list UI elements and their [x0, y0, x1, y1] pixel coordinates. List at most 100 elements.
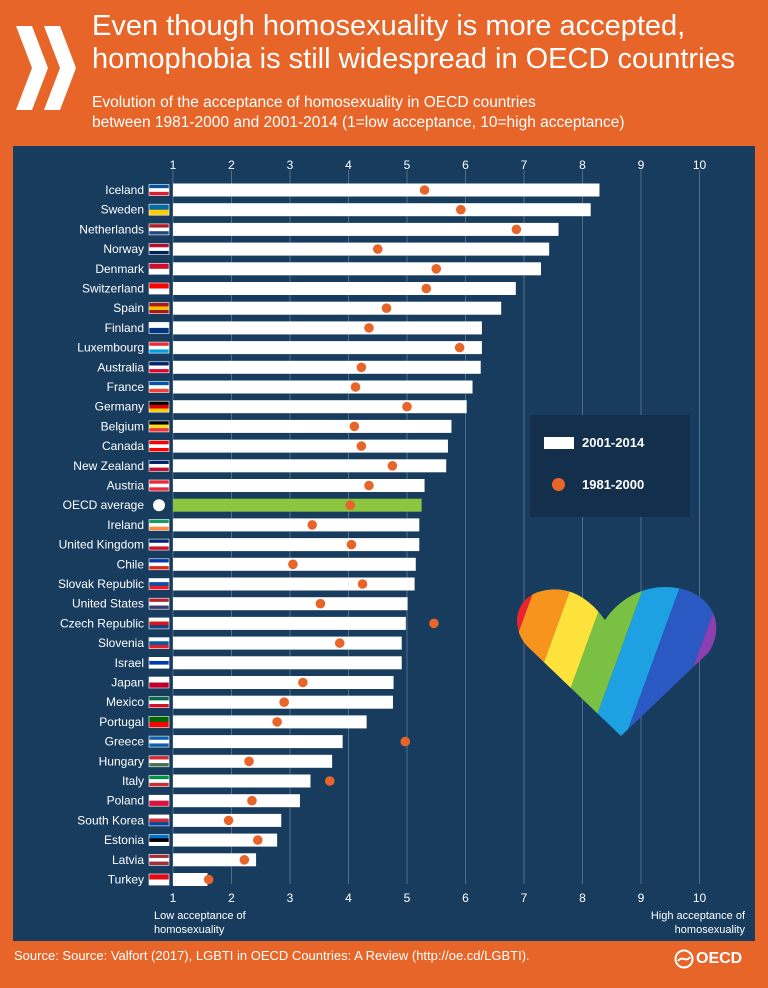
- country-label: Spain: [113, 301, 144, 315]
- flag-icon: [148, 656, 170, 669]
- top-tick-label: 5: [404, 158, 411, 172]
- dot-4: [431, 264, 442, 274]
- bottom-tick-label: 7: [521, 891, 528, 905]
- flag-icon: [148, 814, 170, 827]
- flag-icon: [148, 735, 170, 748]
- bar-27: [173, 715, 367, 729]
- flag-icon: [148, 341, 170, 354]
- flag-icon: [148, 578, 170, 590]
- flag-icon: [148, 755, 170, 768]
- bar-30: [173, 774, 311, 788]
- flag-icon: [148, 223, 170, 236]
- bar-16: [173, 498, 422, 512]
- bar-17: [173, 518, 420, 532]
- dot-33: [253, 835, 263, 845]
- country-flags: [148, 184, 170, 886]
- dot-12: [349, 421, 360, 432]
- dot-10: [350, 382, 361, 392]
- flag-icon: [148, 459, 170, 472]
- flag-icon: [148, 479, 170, 492]
- dot-29: [244, 756, 254, 767]
- top-tick-label: 9: [638, 158, 645, 172]
- dot-14: [387, 461, 398, 471]
- flag-icon: [148, 558, 170, 571]
- dot-30: [324, 776, 335, 786]
- top-tick-label: 1: [170, 158, 177, 172]
- page-title: Even though homosexuality is more accept…: [92, 10, 762, 76]
- oecd-chevrons-icon: [16, 26, 76, 110]
- bar-chart: 1 2 3 4 5 6 7 8 9 10 1 2 3 4 5 6 7 8 9 10 Iceland Sweden Net…: [58, 158, 746, 936]
- bar-6: [173, 301, 502, 315]
- bar-34: [173, 853, 257, 867]
- flag-icon: [148, 597, 170, 610]
- dots-1981-2000: [203, 185, 522, 885]
- dot-25: [298, 677, 308, 688]
- dot-5: [421, 283, 432, 294]
- low-note-line-1: Low acceptance of: [154, 910, 247, 922]
- flag-icon: [148, 853, 170, 866]
- bottom-tick-label: 4: [345, 891, 352, 905]
- dot-8: [454, 342, 465, 353]
- country-label: Slovak Republic: [58, 577, 144, 591]
- bar-4: [173, 262, 541, 276]
- subtitle-line-1: Evolution of the acceptance of homosexua…: [92, 94, 536, 111]
- country-label: Israel: [115, 656, 144, 670]
- country-label: Mexico: [106, 695, 144, 709]
- top-tick-label: 10: [693, 158, 707, 172]
- header: Even though homosexuality is more accept…: [0, 0, 768, 146]
- bar-10: [173, 380, 473, 394]
- flag-icon: [148, 873, 170, 886]
- dot-16: [345, 500, 356, 511]
- country-label: United Kingdom: [59, 538, 144, 552]
- flag-icon: [148, 617, 170, 630]
- bar-5: [173, 282, 516, 295]
- country-label: Greece: [105, 735, 145, 749]
- country-label: Italy: [122, 774, 144, 788]
- legend: 2001-2014 1981-2000: [530, 415, 690, 517]
- legend-dot-swatch: [552, 478, 565, 491]
- country-label: Japan: [111, 676, 144, 690]
- dot-2: [511, 224, 522, 235]
- bar-12: [173, 419, 452, 433]
- bar-8: [173, 341, 482, 355]
- dot-0: [419, 185, 430, 195]
- dot-6: [381, 303, 392, 313]
- flag-icon: [148, 696, 170, 709]
- flag-icon: [153, 499, 165, 512]
- country-label: Slovenia: [98, 636, 144, 650]
- oecd-globe-icon: [153, 499, 165, 512]
- bar-28: [173, 735, 343, 749]
- bar-15: [173, 479, 425, 492]
- country-label: Latvia: [112, 853, 144, 867]
- bar-1: [173, 203, 591, 217]
- flag-icon: [148, 716, 170, 728]
- high-note-line-1: High acceptance of: [651, 910, 746, 922]
- top-tick-label: 8: [579, 158, 586, 172]
- country-label: Hungary: [99, 754, 144, 768]
- rainbow-heart-icon: [516, 587, 717, 737]
- bar-18: [173, 538, 420, 552]
- country-label: OECD average: [63, 498, 145, 512]
- dot-17: [307, 520, 318, 530]
- country-labels: Iceland Sweden Netherlands Norway Denmark Swi…: [58, 183, 145, 887]
- bottom-tick-label: 3: [287, 891, 294, 905]
- bar-22: [173, 616, 406, 630]
- flag-icon: [148, 538, 170, 551]
- bar-7: [173, 321, 482, 335]
- dot-22: [429, 618, 439, 629]
- bar-9: [173, 360, 481, 374]
- country-label: South Korea: [77, 813, 144, 827]
- bar-33: [173, 833, 278, 847]
- dot-7: [364, 323, 374, 333]
- bar-14: [173, 459, 447, 473]
- flag-icon: [148, 243, 170, 255]
- bar-13: [173, 439, 448, 453]
- country-label: Denmark: [95, 262, 145, 276]
- country-label: Sweden: [101, 203, 144, 217]
- bar-3: [173, 242, 550, 256]
- legend-bar-swatch: [544, 437, 574, 449]
- country-label: Netherlands: [79, 222, 144, 236]
- bar-20: [173, 577, 415, 591]
- dot-11: [402, 401, 412, 412]
- country-label: Belgium: [101, 419, 144, 433]
